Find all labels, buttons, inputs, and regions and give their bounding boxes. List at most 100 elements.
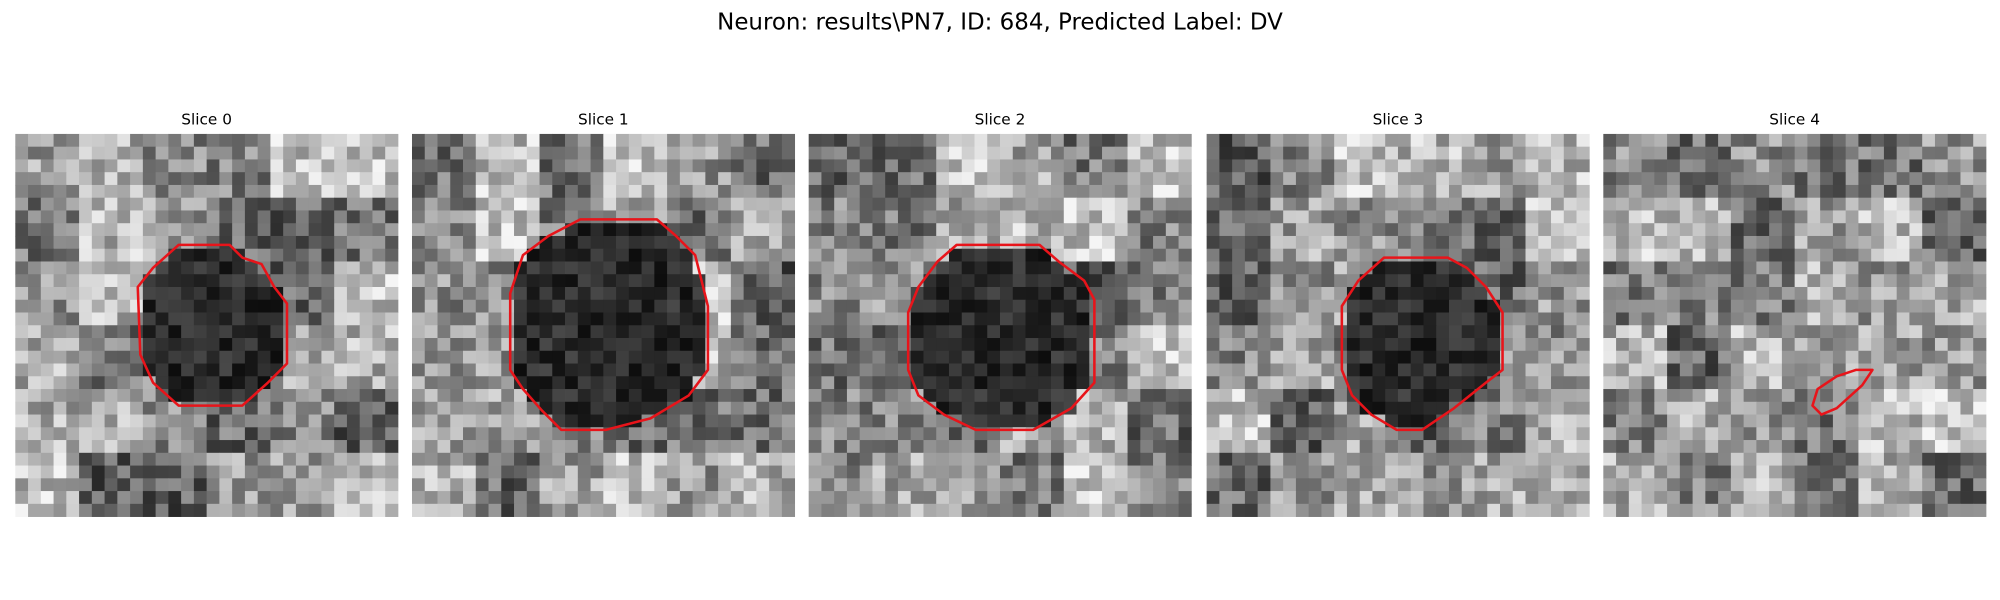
pixel — [923, 184, 937, 199]
pixel — [308, 210, 322, 224]
figure-title: Neuron: results\PN7, ID: 684, Predicted … — [717, 9, 1283, 35]
pixel — [1909, 465, 1923, 479]
pixel — [270, 350, 284, 364]
pixel — [859, 427, 873, 441]
pixel — [679, 159, 693, 173]
pixel — [1947, 159, 1961, 173]
pixel — [987, 312, 1001, 326]
pixel — [897, 491, 912, 505]
pixel — [1448, 223, 1463, 237]
pixel — [756, 376, 770, 390]
pixel — [1705, 197, 1719, 211]
pixel — [1346, 299, 1361, 313]
pixel — [66, 465, 80, 479]
pixel — [1538, 440, 1552, 454]
pixel — [1436, 197, 1450, 211]
pixel — [1628, 363, 1642, 377]
pixel — [1232, 389, 1246, 403]
pixel — [219, 274, 233, 288]
pixel — [987, 159, 1001, 173]
pixel — [846, 286, 861, 301]
pixel — [923, 261, 937, 275]
pixel — [552, 401, 566, 415]
pixel — [488, 465, 502, 479]
pixel — [1474, 312, 1488, 326]
pixel — [1140, 465, 1154, 479]
pixel — [743, 452, 757, 466]
pixel — [475, 440, 489, 454]
pixel — [1820, 338, 1834, 352]
pixel — [359, 299, 373, 313]
pixel — [117, 286, 131, 301]
pixel — [1359, 146, 1373, 160]
pixel — [730, 452, 745, 466]
pixel — [66, 389, 80, 403]
pixel — [679, 133, 693, 148]
pixel — [1922, 491, 1936, 505]
pixel — [437, 452, 451, 466]
pixel — [244, 427, 259, 441]
pixel — [769, 312, 783, 326]
pixel — [79, 376, 93, 390]
pixel — [1563, 146, 1577, 160]
pixel — [117, 172, 131, 186]
pixel — [308, 286, 322, 301]
pixel — [987, 235, 1001, 250]
pixel — [1244, 248, 1259, 262]
pixel — [565, 376, 579, 390]
pixel — [1947, 440, 1961, 454]
pixel — [1538, 274, 1552, 288]
pixel — [1896, 491, 1910, 505]
pixel — [1232, 325, 1246, 339]
pixel — [1000, 286, 1014, 301]
pixel — [1896, 414, 1910, 428]
pixel — [1667, 223, 1681, 237]
pixel — [1232, 503, 1246, 517]
pixel — [308, 248, 322, 262]
pixel — [53, 363, 67, 377]
pixel — [692, 312, 706, 326]
pixel — [1718, 299, 1732, 313]
pixel — [1692, 261, 1706, 275]
pixel — [1038, 465, 1052, 479]
pixel — [1089, 261, 1103, 275]
pixel — [834, 159, 848, 173]
pixel — [1436, 427, 1450, 441]
pixel — [1270, 248, 1284, 262]
pixel — [756, 197, 770, 211]
pixel — [756, 401, 770, 415]
pixel — [1679, 491, 1693, 505]
pixel — [1909, 491, 1923, 505]
pixel — [897, 414, 912, 428]
pixel — [1603, 478, 1617, 492]
pixel — [1820, 159, 1834, 173]
pixel — [603, 286, 617, 301]
pixel — [1102, 274, 1116, 288]
pixel — [1769, 223, 1783, 237]
pixel — [1346, 465, 1361, 479]
pixel — [565, 465, 579, 479]
pixel — [1436, 159, 1450, 173]
pixel — [193, 286, 208, 301]
pixel — [1730, 376, 1745, 390]
pixel — [1551, 465, 1565, 479]
pixel — [1051, 389, 1065, 403]
pixel — [1858, 401, 1872, 415]
pixel — [1718, 159, 1732, 173]
pixel — [1551, 440, 1565, 454]
pixel — [526, 338, 540, 352]
pixel — [1334, 235, 1348, 250]
pixel — [872, 210, 886, 224]
pixel — [743, 235, 757, 250]
pixel — [463, 210, 477, 224]
pixel — [897, 503, 912, 517]
pixel — [1461, 376, 1475, 390]
pixel — [565, 235, 579, 250]
pixel — [1359, 376, 1373, 390]
pixel — [321, 299, 335, 313]
pixel — [1012, 465, 1026, 479]
pixel — [1410, 133, 1424, 148]
pixel — [616, 235, 630, 250]
pixel — [987, 414, 1001, 428]
pixel — [1206, 401, 1220, 415]
